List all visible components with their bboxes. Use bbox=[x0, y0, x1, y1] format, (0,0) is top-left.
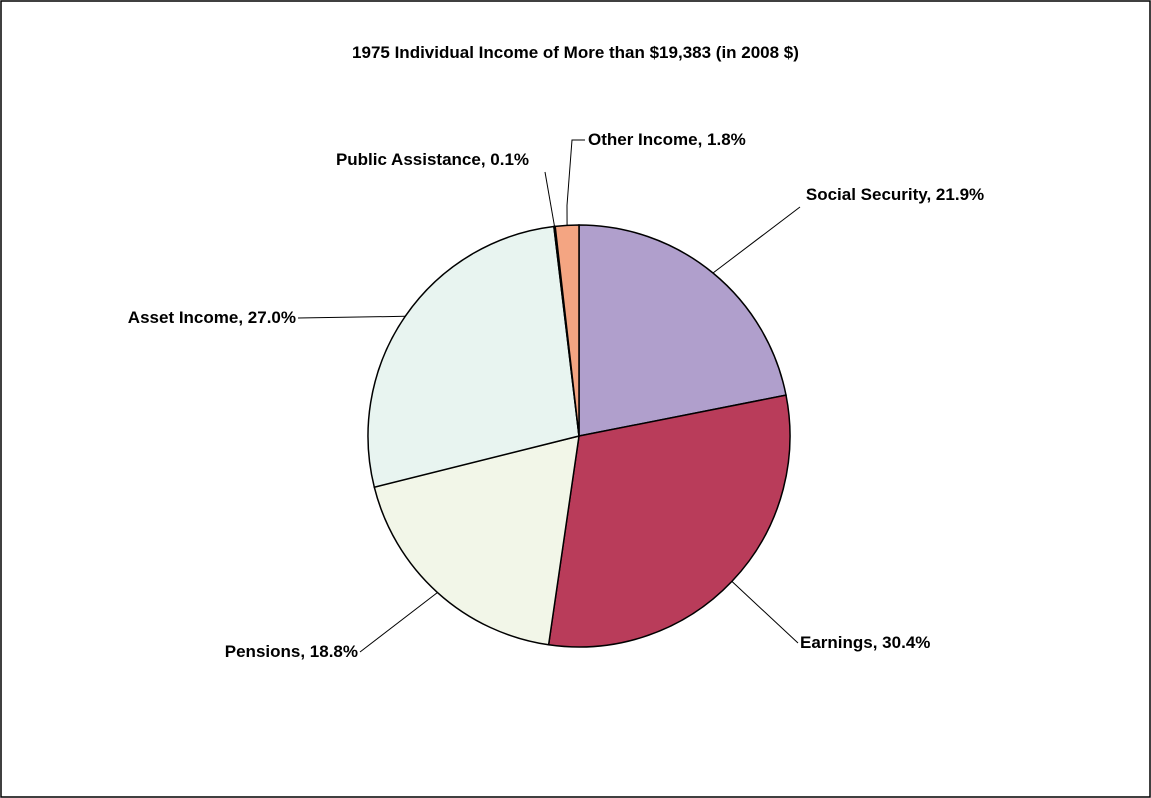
chart-title: 1975 Individual Income of More than $19,… bbox=[352, 43, 799, 62]
leader-line bbox=[544, 171, 556, 227]
leader-line bbox=[566, 139, 585, 226]
leader-line bbox=[297, 315, 406, 319]
leader-line bbox=[359, 592, 438, 653]
data-label: Pensions, 18.8% bbox=[224, 642, 358, 661]
pie-slice bbox=[578, 224, 787, 437]
data-label: Asset Income, 27.0% bbox=[127, 308, 296, 327]
data-label: Social Security, 21.9% bbox=[805, 185, 985, 204]
data-label: Earnings, 30.4% bbox=[800, 633, 931, 652]
leader-line bbox=[731, 581, 799, 644]
data-label: Public Assistance, 0.1% bbox=[335, 150, 530, 169]
leader-line bbox=[712, 206, 801, 274]
pie-slice bbox=[373, 435, 580, 646]
data-label: Other Income, 1.8% bbox=[588, 130, 746, 149]
